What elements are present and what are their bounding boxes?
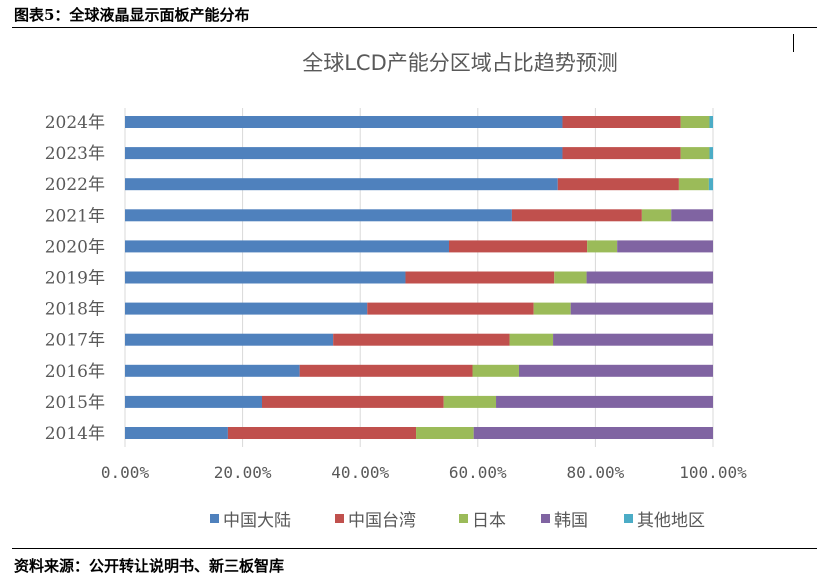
- y-category-label: 2023年: [45, 144, 105, 164]
- x-tick-label: 80.00%: [567, 463, 625, 482]
- bar-segment-0: [125, 271, 406, 284]
- bar-segment-2: [641, 209, 672, 222]
- x-tick-label: 60.00%: [449, 463, 507, 482]
- bar-segment-0: [125, 178, 558, 191]
- legend-item: 中国大陆: [210, 511, 291, 531]
- bar-segment-1: [367, 302, 534, 315]
- bar-segment-1: [562, 116, 681, 128]
- bar-segment-3: [496, 395, 713, 408]
- x-tick-label: 100.00%: [679, 463, 747, 482]
- bar-segment-1: [333, 333, 510, 346]
- y-category-label: 2018年: [45, 300, 105, 320]
- legend-label: 韩国: [554, 511, 588, 531]
- bar-segment-0: [125, 240, 449, 253]
- legend-label: 日本: [472, 511, 506, 531]
- bar-segment-1: [299, 364, 473, 377]
- bar-segment-1: [562, 147, 681, 160]
- bar-segment-2: [533, 302, 571, 315]
- chart-title: 全球LCD产能分区域占比趋势预测: [302, 51, 618, 75]
- x-tick-label: 20.00%: [214, 463, 272, 482]
- x-tick-label: 0.00%: [101, 463, 150, 482]
- legend-item: 其他地区: [624, 511, 705, 531]
- y-category-label: 2019年: [45, 269, 105, 289]
- bar-segment-3: [553, 333, 713, 346]
- x-tick-label: 40.00%: [331, 463, 389, 482]
- bar-segment-0: [125, 209, 512, 222]
- bar-segment-0: [125, 302, 368, 315]
- bar-segment-3: [570, 302, 713, 315]
- bar-segment-2: [678, 178, 709, 191]
- legend-item: 韩国: [541, 511, 588, 531]
- legend-swatch: [541, 514, 550, 523]
- y-category-label: 2017年: [45, 331, 105, 351]
- legend-swatch: [335, 514, 344, 523]
- bar-segment-1: [511, 209, 642, 222]
- legend-label: 其他地区: [637, 511, 705, 531]
- bar-segment-2: [416, 427, 474, 439]
- bar-segment-0: [125, 364, 300, 377]
- legend-label: 中国大陆: [223, 511, 291, 531]
- bar-segment-3: [473, 427, 713, 439]
- bar-segment-0: [125, 395, 263, 408]
- bar-segment-1: [448, 240, 588, 253]
- source-note: 资料来源：公开转让说明书、新三板智库: [14, 557, 285, 575]
- y-category-label: 2020年: [45, 237, 105, 257]
- bar-segment-4: [709, 116, 713, 128]
- bar-segment-1: [557, 178, 679, 191]
- legend-swatch: [624, 514, 633, 523]
- bar-segment-4: [708, 178, 713, 191]
- bar-segment-2: [509, 333, 554, 346]
- bar-segment-0: [125, 333, 334, 346]
- bar-segment-2: [472, 364, 519, 377]
- y-category-label: 2022年: [45, 175, 105, 195]
- footer-divider: [12, 548, 817, 549]
- legend-swatch: [459, 514, 468, 523]
- bar-segment-0: [125, 116, 563, 128]
- bar-segment-1: [227, 427, 417, 439]
- bar-segment-1: [262, 395, 444, 408]
- bar-segment-2: [680, 116, 710, 128]
- bar-segment-4: [709, 147, 713, 160]
- y-category-label: 2016年: [45, 362, 105, 382]
- legend-label: 中国台湾: [348, 511, 416, 531]
- bar-segment-0: [125, 427, 228, 439]
- bar-segment-2: [587, 240, 618, 253]
- bar-segment-3: [586, 271, 713, 284]
- bar-segment-2: [554, 271, 587, 284]
- legend-item: 日本: [459, 511, 506, 531]
- bar-segment-1: [405, 271, 555, 284]
- bar-segment-3: [671, 209, 713, 222]
- figure-caption: 图表5：全球液晶显示面板产能分布: [14, 6, 250, 24]
- y-category-label: 2014年: [45, 424, 105, 444]
- bar-segment-2: [680, 147, 710, 160]
- y-category-label: 2024年: [45, 113, 105, 133]
- stacked-bar-chart: 全球LCD产能分区域占比趋势预测 2014年 2015年 2016年 2017年 201…: [45, 51, 747, 531]
- bar-segment-2: [443, 395, 497, 408]
- bar-segment-3: [518, 364, 713, 377]
- y-category-label: 2021年: [45, 206, 105, 226]
- bar-segment-3: [617, 240, 713, 253]
- y-category-label: 2015年: [45, 393, 105, 413]
- border-fragment: [793, 34, 794, 52]
- legend-item: 中国台湾: [335, 511, 416, 531]
- legend-swatch: [210, 514, 219, 523]
- caption-divider: [12, 27, 817, 28]
- bar-segment-0: [125, 147, 563, 160]
